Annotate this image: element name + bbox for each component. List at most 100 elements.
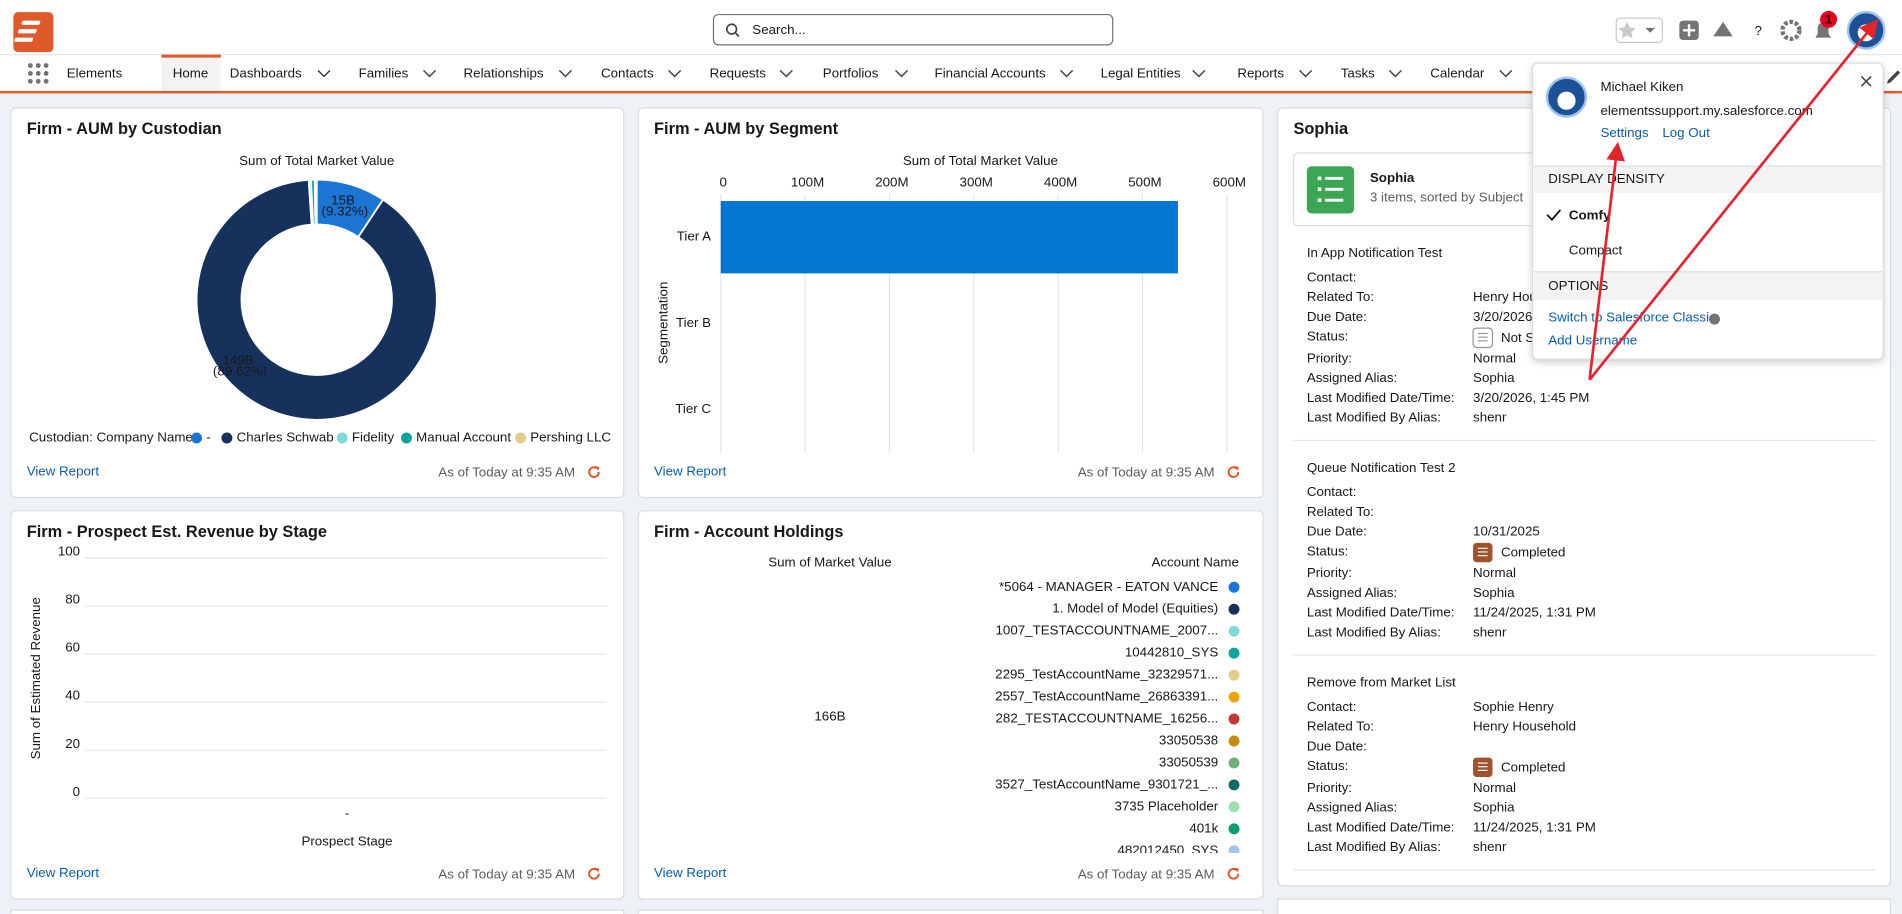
x-tick-label: 300M bbox=[960, 175, 993, 190]
legend-swatch bbox=[221, 432, 233, 444]
menu-option-link[interactable]: Add Username bbox=[1548, 332, 1637, 347]
legend-swatch bbox=[1228, 625, 1240, 637]
x-axis-label: Prospect Stage bbox=[301, 834, 392, 849]
help-icon[interactable]: ? bbox=[1755, 23, 1762, 38]
close-button[interactable] bbox=[1860, 75, 1872, 87]
density-option[interactable]: Comfy bbox=[1569, 208, 1611, 223]
density-option[interactable]: Compact bbox=[1569, 243, 1623, 258]
refresh-icon[interactable] bbox=[588, 466, 600, 478]
legend-label: 3735 Placeholder bbox=[1114, 798, 1218, 813]
task-title[interactable]: In App Notification Test bbox=[1307, 245, 1443, 260]
tab-menu-chevron[interactable] bbox=[1059, 69, 1074, 78]
card-title: Firm - AUM by Custodian bbox=[27, 120, 222, 138]
nav-tab[interactable]: Contacts bbox=[601, 66, 654, 81]
field-value: 3/20/2026 bbox=[1473, 309, 1532, 324]
y-tick-label: 0 bbox=[73, 784, 80, 799]
app-launcher-dot bbox=[27, 70, 33, 76]
view-report-link[interactable]: View Report bbox=[654, 464, 727, 479]
nav-tab[interactable]: Legal Entities bbox=[1101, 66, 1181, 81]
field-label: Status: bbox=[1307, 329, 1349, 344]
task-title[interactable]: Queue Notification Test 2 bbox=[1307, 460, 1456, 475]
tab-menu-chevron[interactable] bbox=[317, 69, 331, 78]
field-label: Last Modified By Alias: bbox=[1307, 410, 1441, 425]
field-value: 11/24/2025, 1:31 PM bbox=[1473, 605, 1596, 620]
settings-link[interactable]: Settings bbox=[1600, 125, 1648, 140]
setup-icon[interactable] bbox=[1780, 19, 1802, 41]
legend-swatch bbox=[1228, 691, 1240, 703]
tab-menu-chevron[interactable] bbox=[894, 69, 909, 78]
favorites-caret bbox=[1645, 27, 1656, 33]
section-band bbox=[1533, 271, 1882, 300]
legend-swatch bbox=[1228, 669, 1240, 681]
y-tick-label: 100 bbox=[58, 544, 80, 559]
refresh-icon[interactable] bbox=[588, 867, 600, 880]
nav-tab[interactable]: Calendar bbox=[1430, 66, 1485, 81]
nav-tab[interactable]: Reports bbox=[1237, 66, 1284, 81]
logo-stripe bbox=[18, 29, 37, 34]
refresh-timestamp: As of Today at 9:35 AM bbox=[1078, 866, 1215, 881]
list-name[interactable]: Sophia bbox=[1370, 170, 1415, 185]
menu-option-link[interactable]: Switch to Salesforce Classic bbox=[1548, 309, 1716, 324]
task-title[interactable]: Remove from Market List bbox=[1307, 675, 1456, 690]
view-report-link[interactable]: View Report bbox=[27, 464, 100, 479]
view-report-link[interactable]: View Report bbox=[27, 865, 100, 880]
bar[interactable] bbox=[720, 201, 1178, 274]
nav-tab[interactable]: Home bbox=[173, 66, 209, 81]
logo-stripe bbox=[21, 20, 41, 25]
y-tick-label: 40 bbox=[65, 688, 80, 703]
refresh-icon[interactable] bbox=[1227, 466, 1240, 478]
trailhead-icon[interactable] bbox=[1713, 21, 1733, 37]
tab-menu-chevron[interactable] bbox=[1388, 69, 1402, 78]
y-tick-label: Tier A bbox=[677, 229, 711, 244]
tab-menu-chevron[interactable] bbox=[558, 69, 573, 78]
logout-link[interactable]: Log Out bbox=[1662, 125, 1710, 140]
tab-menu-chevron[interactable] bbox=[1192, 69, 1206, 78]
field-label: Last Modified Date/Time: bbox=[1307, 605, 1455, 620]
nav-tab[interactable]: Families bbox=[359, 66, 409, 81]
search-box[interactable] bbox=[712, 13, 1114, 46]
tab-menu-chevron[interactable] bbox=[779, 69, 793, 78]
refresh-timestamp: As of Today at 9:35 AM bbox=[438, 465, 575, 480]
annotation-arrow bbox=[1588, 18, 1879, 381]
dashboard-card bbox=[10, 510, 625, 900]
edit-nav-icon[interactable] bbox=[1886, 70, 1901, 84]
card-partial bbox=[1277, 898, 1892, 914]
active-tab-indicator bbox=[161, 54, 221, 58]
slice-label: 149B (89.62%) bbox=[213, 352, 267, 378]
tab-menu-chevron[interactable] bbox=[1299, 69, 1313, 78]
x-tick-label: 600M bbox=[1213, 175, 1246, 190]
nav-tab[interactable]: Dashboards bbox=[230, 66, 302, 81]
y-tick-label: Tier B bbox=[676, 315, 711, 330]
legend-label: 401k bbox=[1189, 820, 1218, 835]
view-report-link[interactable]: View Report bbox=[654, 865, 727, 880]
legend: *5064 - MANAGER - EATON VANCE 1. Model of… bbox=[995, 579, 1240, 853]
field-value: Henry Household bbox=[1473, 719, 1576, 734]
card-partial bbox=[10, 909, 625, 914]
tab-menu-chevron[interactable] bbox=[1499, 69, 1513, 78]
nav-tab[interactable]: Financial Accounts bbox=[935, 66, 1046, 81]
tab-menu-chevron[interactable] bbox=[668, 69, 682, 78]
refresh-icon[interactable] bbox=[1227, 867, 1240, 880]
card-partial bbox=[637, 909, 1264, 914]
x-tick-label: 400M bbox=[1044, 175, 1077, 190]
field-label: Assigned Alias: bbox=[1307, 370, 1397, 385]
nav-tab[interactable]: Requests bbox=[710, 66, 767, 81]
nav-tab[interactable]: Relationships bbox=[464, 66, 544, 81]
field-label: Last Modified Date/Time: bbox=[1307, 819, 1455, 834]
section-heading: DISPLAY DENSITY bbox=[1548, 171, 1665, 186]
legend-swatch bbox=[191, 432, 203, 444]
nav-tab[interactable]: Portfolios bbox=[823, 66, 879, 81]
nav-tab[interactable]: Tasks bbox=[1341, 66, 1375, 81]
card-title: Firm - Account Holdings bbox=[654, 523, 844, 541]
slice-label-line: (9.32%) bbox=[322, 203, 369, 218]
field-value: shenr bbox=[1473, 839, 1507, 854]
info-icon bbox=[1709, 313, 1720, 325]
selected-check bbox=[1546, 209, 1562, 221]
tab-menu-chevron[interactable] bbox=[422, 69, 437, 78]
field-label: Assigned Alias: bbox=[1307, 800, 1397, 815]
list-icon-bullet bbox=[1317, 198, 1322, 203]
card-title: Sophia bbox=[1293, 120, 1348, 138]
list-icon-bullet bbox=[1317, 187, 1322, 192]
